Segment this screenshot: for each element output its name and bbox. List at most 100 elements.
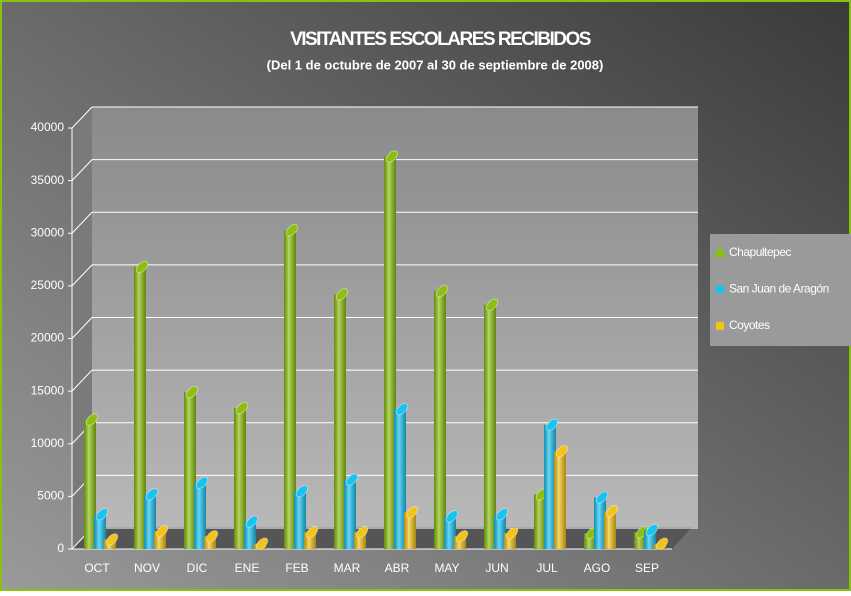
bar xyxy=(94,508,109,549)
bar xyxy=(304,525,319,549)
bar-cap xyxy=(105,533,119,546)
grid-line-side xyxy=(71,106,93,129)
grid-line-side xyxy=(71,317,93,339)
bar-shade xyxy=(144,494,156,549)
bar-cap xyxy=(255,537,269,550)
bar xyxy=(254,537,269,550)
bar xyxy=(154,524,169,549)
bar xyxy=(104,533,119,549)
bar-cap xyxy=(335,288,349,301)
bar xyxy=(294,484,309,549)
bar-cap xyxy=(295,484,309,498)
bar-cap xyxy=(405,505,419,519)
bar xyxy=(144,488,159,549)
bar-cap xyxy=(385,150,399,163)
bar xyxy=(434,284,449,549)
bar-shade xyxy=(184,392,196,549)
x-tick-label: DIC xyxy=(187,561,208,575)
bar xyxy=(644,523,659,549)
bar-shade xyxy=(544,424,556,549)
grid-line-side xyxy=(71,159,93,181)
x-tick-label: ABR xyxy=(385,561,410,575)
bar-cap xyxy=(455,530,469,543)
bar xyxy=(354,525,369,549)
bar xyxy=(454,530,469,549)
bar-shade xyxy=(494,514,506,549)
y-tick-label: 25000 xyxy=(31,278,65,292)
bar-cap xyxy=(185,385,199,399)
legend-swatch xyxy=(716,249,724,257)
bar xyxy=(494,508,509,549)
bar-cap xyxy=(445,510,459,523)
bar-cap xyxy=(155,524,169,538)
legend-label: Coyotes xyxy=(729,318,770,332)
chart-subtitle: (Del 1 de octubre de 2007 al 30 de septi… xyxy=(267,57,604,72)
bar xyxy=(594,491,609,549)
bar-cap xyxy=(195,476,209,489)
bar-cap xyxy=(135,260,149,274)
x-tick-label: AGO xyxy=(584,561,611,575)
y-tick-label: 35000 xyxy=(31,173,65,187)
x-tick-label: ENE xyxy=(235,561,260,575)
bar xyxy=(134,260,149,549)
bar xyxy=(544,418,559,549)
bar xyxy=(444,510,459,549)
bar xyxy=(534,488,549,549)
x-tick-label: OCT xyxy=(84,561,110,575)
bar xyxy=(604,504,619,549)
legend-swatch xyxy=(716,322,724,330)
bar xyxy=(634,525,649,549)
bar-shade xyxy=(194,482,206,549)
bar-shade xyxy=(444,516,456,549)
chart-title: VISITANTES ESCOLARES RECIBIDOS xyxy=(290,29,591,50)
bar-shade xyxy=(84,419,96,549)
bar-shade xyxy=(484,304,496,549)
x-tick-label: JUL xyxy=(536,561,558,575)
y-tick-label: 40000 xyxy=(31,120,65,134)
bar-cap xyxy=(485,298,499,312)
bar xyxy=(284,223,299,549)
bar-cap xyxy=(345,473,359,486)
bar-cap xyxy=(495,508,509,521)
bar xyxy=(404,505,419,549)
bar-cap xyxy=(435,284,449,298)
y-tick-label: 5000 xyxy=(37,489,64,503)
bar-shade xyxy=(394,409,406,549)
bar-cap xyxy=(645,523,659,537)
bar xyxy=(244,515,259,549)
legend-swatch xyxy=(716,285,724,294)
legend-label: Chapultepec xyxy=(729,245,791,259)
y-tick-label: 15000 xyxy=(31,383,65,397)
bar xyxy=(504,527,519,549)
bar-cap xyxy=(545,418,559,432)
bar-shade xyxy=(244,521,256,549)
bar-cap xyxy=(95,508,109,521)
legend-label: San Juan de Aragón xyxy=(729,282,829,296)
bar-shade xyxy=(134,266,146,549)
bar-cap xyxy=(285,223,299,237)
bar-shade xyxy=(94,514,106,549)
bar xyxy=(584,527,599,549)
bar-cap xyxy=(595,491,609,504)
grid-line-side xyxy=(71,211,93,234)
bar-cap xyxy=(205,530,219,543)
bar-shade xyxy=(534,494,546,549)
bar-shade xyxy=(384,156,396,550)
bar-cap xyxy=(145,488,159,501)
bar xyxy=(554,444,569,549)
bar xyxy=(234,401,249,549)
bar-shade xyxy=(284,230,296,549)
x-tick-label: MAY xyxy=(434,561,459,575)
bar-shade xyxy=(604,511,616,549)
bar xyxy=(384,150,399,550)
bar xyxy=(484,298,499,549)
x-tick-label: JUN xyxy=(485,561,508,575)
bar-shade xyxy=(334,294,346,549)
bar-shade xyxy=(404,512,416,549)
x-tick-label: MAR xyxy=(334,561,361,575)
bar-shade xyxy=(434,291,446,549)
bar-shade xyxy=(294,491,306,549)
grid-line-side xyxy=(71,369,93,392)
